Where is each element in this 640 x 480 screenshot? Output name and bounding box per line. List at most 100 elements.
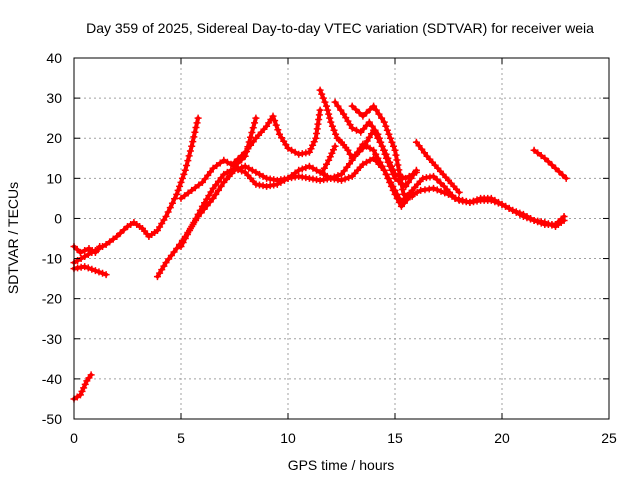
x-tick-label: 5 <box>177 430 185 446</box>
data-point-marker <box>331 142 339 150</box>
data-point-marker <box>194 210 202 218</box>
x-tick-label: 15 <box>387 430 403 446</box>
data-point-marker <box>76 249 84 257</box>
data-point-marker <box>331 98 339 106</box>
data-point-marker <box>305 162 313 170</box>
data-point-marker <box>365 118 373 126</box>
data-point-marker <box>248 128 256 136</box>
data-point-marker <box>320 164 328 172</box>
data-point-marker <box>399 185 407 193</box>
data-point-marker <box>412 138 420 146</box>
series-track-7 <box>177 114 260 202</box>
data-point-marker <box>102 271 110 279</box>
data-point-marker <box>400 190 408 198</box>
data-point-marker <box>313 166 321 174</box>
x-tick-label: 20 <box>494 430 510 446</box>
data-point-marker <box>305 148 313 156</box>
data-point-marker <box>323 172 331 180</box>
data-point-marker <box>248 166 256 174</box>
data-point-marker <box>259 172 267 180</box>
data-point-marker <box>177 178 185 186</box>
data-point-marker <box>537 152 545 160</box>
data-point-marker <box>389 170 397 178</box>
data-point-marker <box>393 190 401 198</box>
data-point-marker <box>252 114 260 122</box>
data-point-marker <box>213 162 221 170</box>
data-point-marker <box>238 167 246 175</box>
data-point-marker <box>388 166 396 174</box>
data-point-marker <box>244 145 252 153</box>
data-point-marker <box>541 154 549 162</box>
data-point-marker <box>544 220 552 228</box>
data-point-marker <box>177 194 185 202</box>
data-point-marker <box>380 166 388 174</box>
data-point-marker <box>188 222 196 230</box>
data-point-marker <box>195 181 203 189</box>
grid-lines <box>74 58 609 419</box>
data-point-marker <box>106 238 114 246</box>
data-point-marker <box>81 263 89 271</box>
data-point-marker <box>309 164 317 172</box>
series-track-2 <box>70 243 104 257</box>
data-point-marker <box>78 387 86 395</box>
data-point-marker <box>437 179 445 187</box>
data-point-marker <box>329 146 337 154</box>
data-point-marker <box>359 112 367 120</box>
data-point-marker <box>389 182 397 190</box>
data-point-marker <box>372 106 380 114</box>
data-point-marker <box>80 384 88 392</box>
data-point-marker <box>548 221 556 229</box>
data-point-marker <box>214 186 222 194</box>
data-point-marker <box>348 102 356 110</box>
data-point-marker <box>327 118 335 126</box>
data-point-marker <box>96 243 104 251</box>
data-point-marker <box>217 182 225 190</box>
data-point-marker <box>359 160 367 168</box>
data-point-marker <box>380 118 388 126</box>
data-point-marker <box>181 166 189 174</box>
chart-title: Day 359 of 2025, Sidereal Day-to-day VTE… <box>86 20 594 36</box>
y-tick-label: -50 <box>42 411 62 427</box>
data-point-marker <box>318 168 326 176</box>
data-point-marker <box>410 170 418 178</box>
series-track-6 <box>177 154 568 251</box>
data-point-marker <box>362 158 370 166</box>
data-point-marker <box>181 235 189 242</box>
data-point-marker <box>523 212 531 220</box>
data-point-marker <box>201 175 209 183</box>
data-point-marker <box>548 161 556 169</box>
data-point-marker <box>413 188 421 196</box>
data-point-marker <box>288 146 296 154</box>
data-point-marker <box>185 152 193 160</box>
data-point-marker <box>433 186 441 194</box>
axis-ticks: 0 5 10 15 20 25 -50 -40 -30 -20 -10 0 10 20 30 40 <box>42 50 617 446</box>
data-point-marker <box>174 186 182 194</box>
data-point-marker <box>166 204 174 212</box>
data-point-marker <box>280 137 288 145</box>
data-point-marker <box>340 110 348 118</box>
data-point-marker <box>374 130 382 138</box>
data-point-marker <box>338 176 345 184</box>
data-point-marker <box>275 130 283 138</box>
data-point-marker <box>186 147 194 155</box>
data-point-marker <box>160 262 168 270</box>
data-point-marker <box>408 192 416 200</box>
data-point-marker <box>362 109 370 117</box>
data-point-marker <box>382 122 390 130</box>
data-point-marker <box>391 186 399 194</box>
data-point-marker <box>184 189 192 197</box>
data-point-marker <box>269 112 277 120</box>
data-point-marker <box>179 239 187 247</box>
data-point-marker <box>494 198 502 206</box>
data-point-marker <box>366 156 374 164</box>
data-point-marker <box>212 190 220 198</box>
data-point-marker <box>251 119 259 127</box>
data-point-marker <box>238 152 246 160</box>
data-point-marker <box>189 138 197 146</box>
data-point-marker <box>389 142 397 150</box>
y-tick-label: 40 <box>46 50 62 66</box>
data-point-marker <box>319 94 327 102</box>
data-point-marker <box>191 128 199 136</box>
data-point-marker <box>209 194 217 202</box>
data-point-marker <box>412 166 420 174</box>
